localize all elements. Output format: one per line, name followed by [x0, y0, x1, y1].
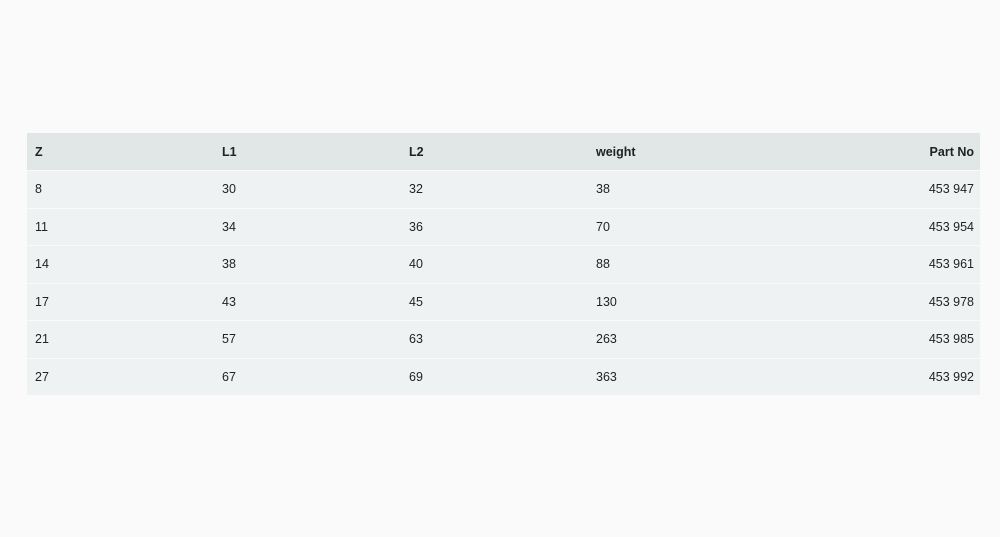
header-l1: L1: [214, 133, 401, 171]
cell-l2: 63: [401, 320, 588, 359]
cell-l1: 34: [214, 208, 401, 246]
table-row: 11 34 36 70 453 954: [27, 208, 980, 246]
cell-weight: 263: [588, 320, 775, 359]
table-header-row: Z L1 L2 weight Part No: [27, 133, 980, 171]
cell-l2: 40: [401, 245, 588, 284]
table-row: 14 38 40 88 453 961: [27, 245, 980, 284]
cell-part-no: 453 947: [775, 170, 980, 209]
cell-z: 8: [27, 170, 214, 209]
cell-weight: 38: [588, 170, 775, 209]
cell-l2: 45: [401, 283, 588, 321]
table-row: 21 57 63 263 453 985: [27, 320, 980, 359]
table-row: 8 30 32 38 453 947: [27, 170, 980, 209]
cell-l2: 36: [401, 208, 588, 246]
cell-l2: 69: [401, 358, 588, 396]
cell-part-no: 453 978: [775, 283, 980, 321]
cell-weight: 88: [588, 245, 775, 284]
table-row: 27 67 69 363 453 992: [27, 358, 980, 396]
cell-part-no: 453 992: [775, 358, 980, 396]
header-z: Z: [27, 133, 214, 171]
header-weight: weight: [588, 133, 775, 171]
cell-z: 21: [27, 320, 214, 359]
cell-part-no: 453 954: [775, 208, 980, 246]
cell-part-no: 453 985: [775, 320, 980, 359]
table-row: 17 43 45 130 453 978: [27, 283, 980, 321]
cell-l1: 67: [214, 358, 401, 396]
cell-l1: 38: [214, 245, 401, 284]
header-part-no: Part No: [775, 133, 980, 171]
cell-part-no: 453 961: [775, 245, 980, 284]
cell-l1: 43: [214, 283, 401, 321]
cell-weight: 363: [588, 358, 775, 396]
cell-z: 14: [27, 245, 214, 284]
cell-z: 11: [27, 208, 214, 246]
cell-l1: 30: [214, 170, 401, 209]
cell-z: 27: [27, 358, 214, 396]
cell-weight: 130: [588, 283, 775, 321]
header-l2: L2: [401, 133, 588, 171]
parts-table: Z L1 L2 weight Part No 8 30 32 38 453 947 11 3…: [27, 133, 980, 396]
cell-weight: 70: [588, 208, 775, 246]
cell-z: 17: [27, 283, 214, 321]
cell-l2: 32: [401, 170, 588, 209]
cell-l1: 57: [214, 320, 401, 359]
